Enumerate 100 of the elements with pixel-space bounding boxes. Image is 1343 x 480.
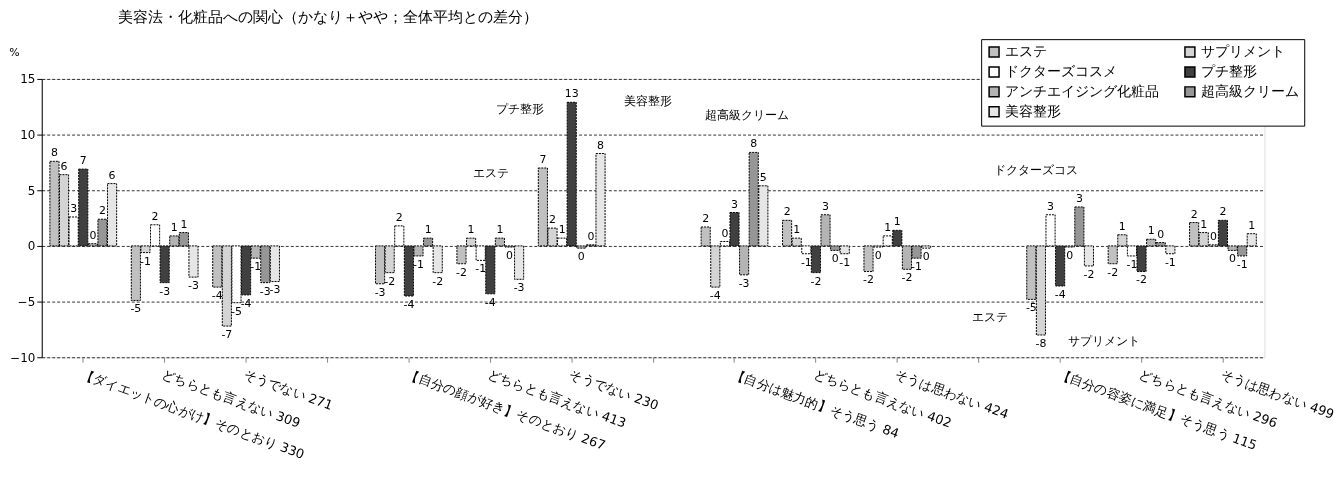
data-label: -1: [911, 260, 922, 274]
data-label: -4: [709, 289, 721, 303]
data-label: 1: [1200, 217, 1208, 231]
data-label: -4: [1054, 287, 1066, 301]
y-tick-label: 5: [27, 183, 36, 198]
data-label: -1: [1164, 255, 1176, 269]
data-label: 2: [151, 209, 159, 223]
data-label: -1: [1236, 257, 1248, 271]
y-tick-label: −10: [10, 350, 36, 365]
data-label: 13: [564, 87, 579, 101]
annotation: 超高級クリーム: [704, 107, 789, 122]
data-label: 0: [1229, 252, 1237, 266]
legend-label: アンチエイジング化粧品: [1005, 82, 1160, 99]
data-label: -5: [130, 302, 142, 316]
annotation: エステ: [472, 166, 509, 181]
data-label: 3: [70, 202, 78, 216]
y-tick-label: 0: [27, 239, 36, 254]
legend-label: サプリメント: [1200, 43, 1285, 60]
data-label: 1: [793, 223, 801, 237]
data-label: -3: [374, 285, 386, 299]
data-label: 7: [539, 153, 547, 167]
data-label: 0: [577, 250, 585, 264]
y-tick-label: 15: [20, 72, 36, 87]
data-label: 0: [721, 226, 729, 240]
data-label: -3: [513, 281, 525, 295]
data-label: 8: [50, 146, 58, 160]
data-label: 2: [99, 204, 106, 218]
data-label: 2: [1190, 207, 1198, 221]
data-label: 0: [874, 248, 882, 262]
data-label: 6: [60, 159, 68, 173]
data-label: -2: [1083, 267, 1095, 281]
data-label: -3: [269, 283, 281, 297]
data-label: 2: [549, 213, 556, 227]
legend-label: 超高級クリーム: [1200, 82, 1299, 99]
data-label: -1: [800, 255, 812, 269]
data-label: 1: [893, 215, 901, 229]
legend-label: ドクターズコスメ: [1005, 62, 1118, 79]
annotation: エステ: [972, 310, 1008, 325]
data-label: 2: [1219, 205, 1227, 219]
data-label: -2: [384, 274, 396, 288]
annotation: ドクターズコス: [993, 163, 1078, 178]
data-label: -7: [221, 328, 233, 342]
data-label: -3: [188, 279, 199, 293]
data-label: 0: [1066, 248, 1074, 262]
data-label: -5: [231, 304, 242, 318]
data-label: -8: [1035, 336, 1047, 350]
data-label: -3: [738, 276, 750, 290]
data-label: -2: [432, 274, 444, 288]
data-label: 8: [750, 137, 758, 151]
data-label: -1: [475, 262, 487, 276]
data-label: -1: [1126, 257, 1138, 271]
data-label: 0: [587, 229, 595, 243]
data-label: 0: [922, 250, 930, 264]
data-label: -2: [863, 273, 874, 287]
data-label: 1: [1248, 218, 1256, 232]
y-tick-label: 10: [20, 128, 36, 143]
data-label: -1: [839, 255, 851, 269]
data-label: 0: [831, 252, 839, 266]
data-label: 0: [506, 248, 514, 262]
data-label: -2: [901, 271, 913, 285]
data-label: 5: [759, 170, 767, 184]
chart-title: 美容法・化粧品への関心（かなり＋やや；全体平均との差分）: [118, 7, 539, 26]
data-label: 2: [395, 210, 403, 224]
y-axis-title: %: [9, 45, 20, 59]
data-label: 2: [783, 205, 791, 219]
data-label: 1: [496, 223, 504, 237]
data-label: 7: [79, 154, 87, 168]
data-label: 1: [424, 223, 432, 237]
data-label: -2: [810, 274, 822, 288]
data-label: 3: [731, 197, 739, 211]
data-label: -5: [1025, 301, 1037, 315]
data-label: 3: [1047, 199, 1055, 213]
y-tick-label: −5: [17, 295, 36, 310]
legend-label: 美容整形: [1005, 102, 1062, 119]
annotation: 美容整形: [624, 93, 673, 108]
data-label: 1: [467, 223, 475, 237]
legend-label: プチ整形: [1200, 62, 1257, 79]
data-label: 2: [702, 212, 710, 226]
data-label: 1: [558, 223, 566, 237]
data-label: 1: [170, 220, 178, 234]
data-label: 1: [1147, 224, 1155, 238]
data-label: -4: [484, 295, 496, 309]
legend-label: エステ: [1005, 43, 1048, 60]
annotation: プチ整形: [495, 101, 544, 116]
data-label: 1: [884, 220, 892, 234]
data-label: 1: [180, 217, 188, 231]
data-label: 8: [597, 138, 605, 152]
data-label: -3: [159, 284, 171, 298]
data-label: 6: [108, 168, 116, 182]
data-label: -2: [1136, 273, 1147, 287]
data-label: -2: [1107, 265, 1119, 279]
data-label: 0: [1157, 227, 1165, 241]
data-label: -4: [403, 297, 415, 311]
data-label: 3: [1075, 191, 1083, 205]
data-label: -4: [211, 289, 223, 303]
data-label: 1: [1118, 219, 1126, 233]
data-label: 3: [822, 199, 830, 213]
data-label: -3: [259, 284, 271, 298]
data-label: -4: [240, 296, 252, 310]
data-label: -1: [140, 254, 151, 268]
